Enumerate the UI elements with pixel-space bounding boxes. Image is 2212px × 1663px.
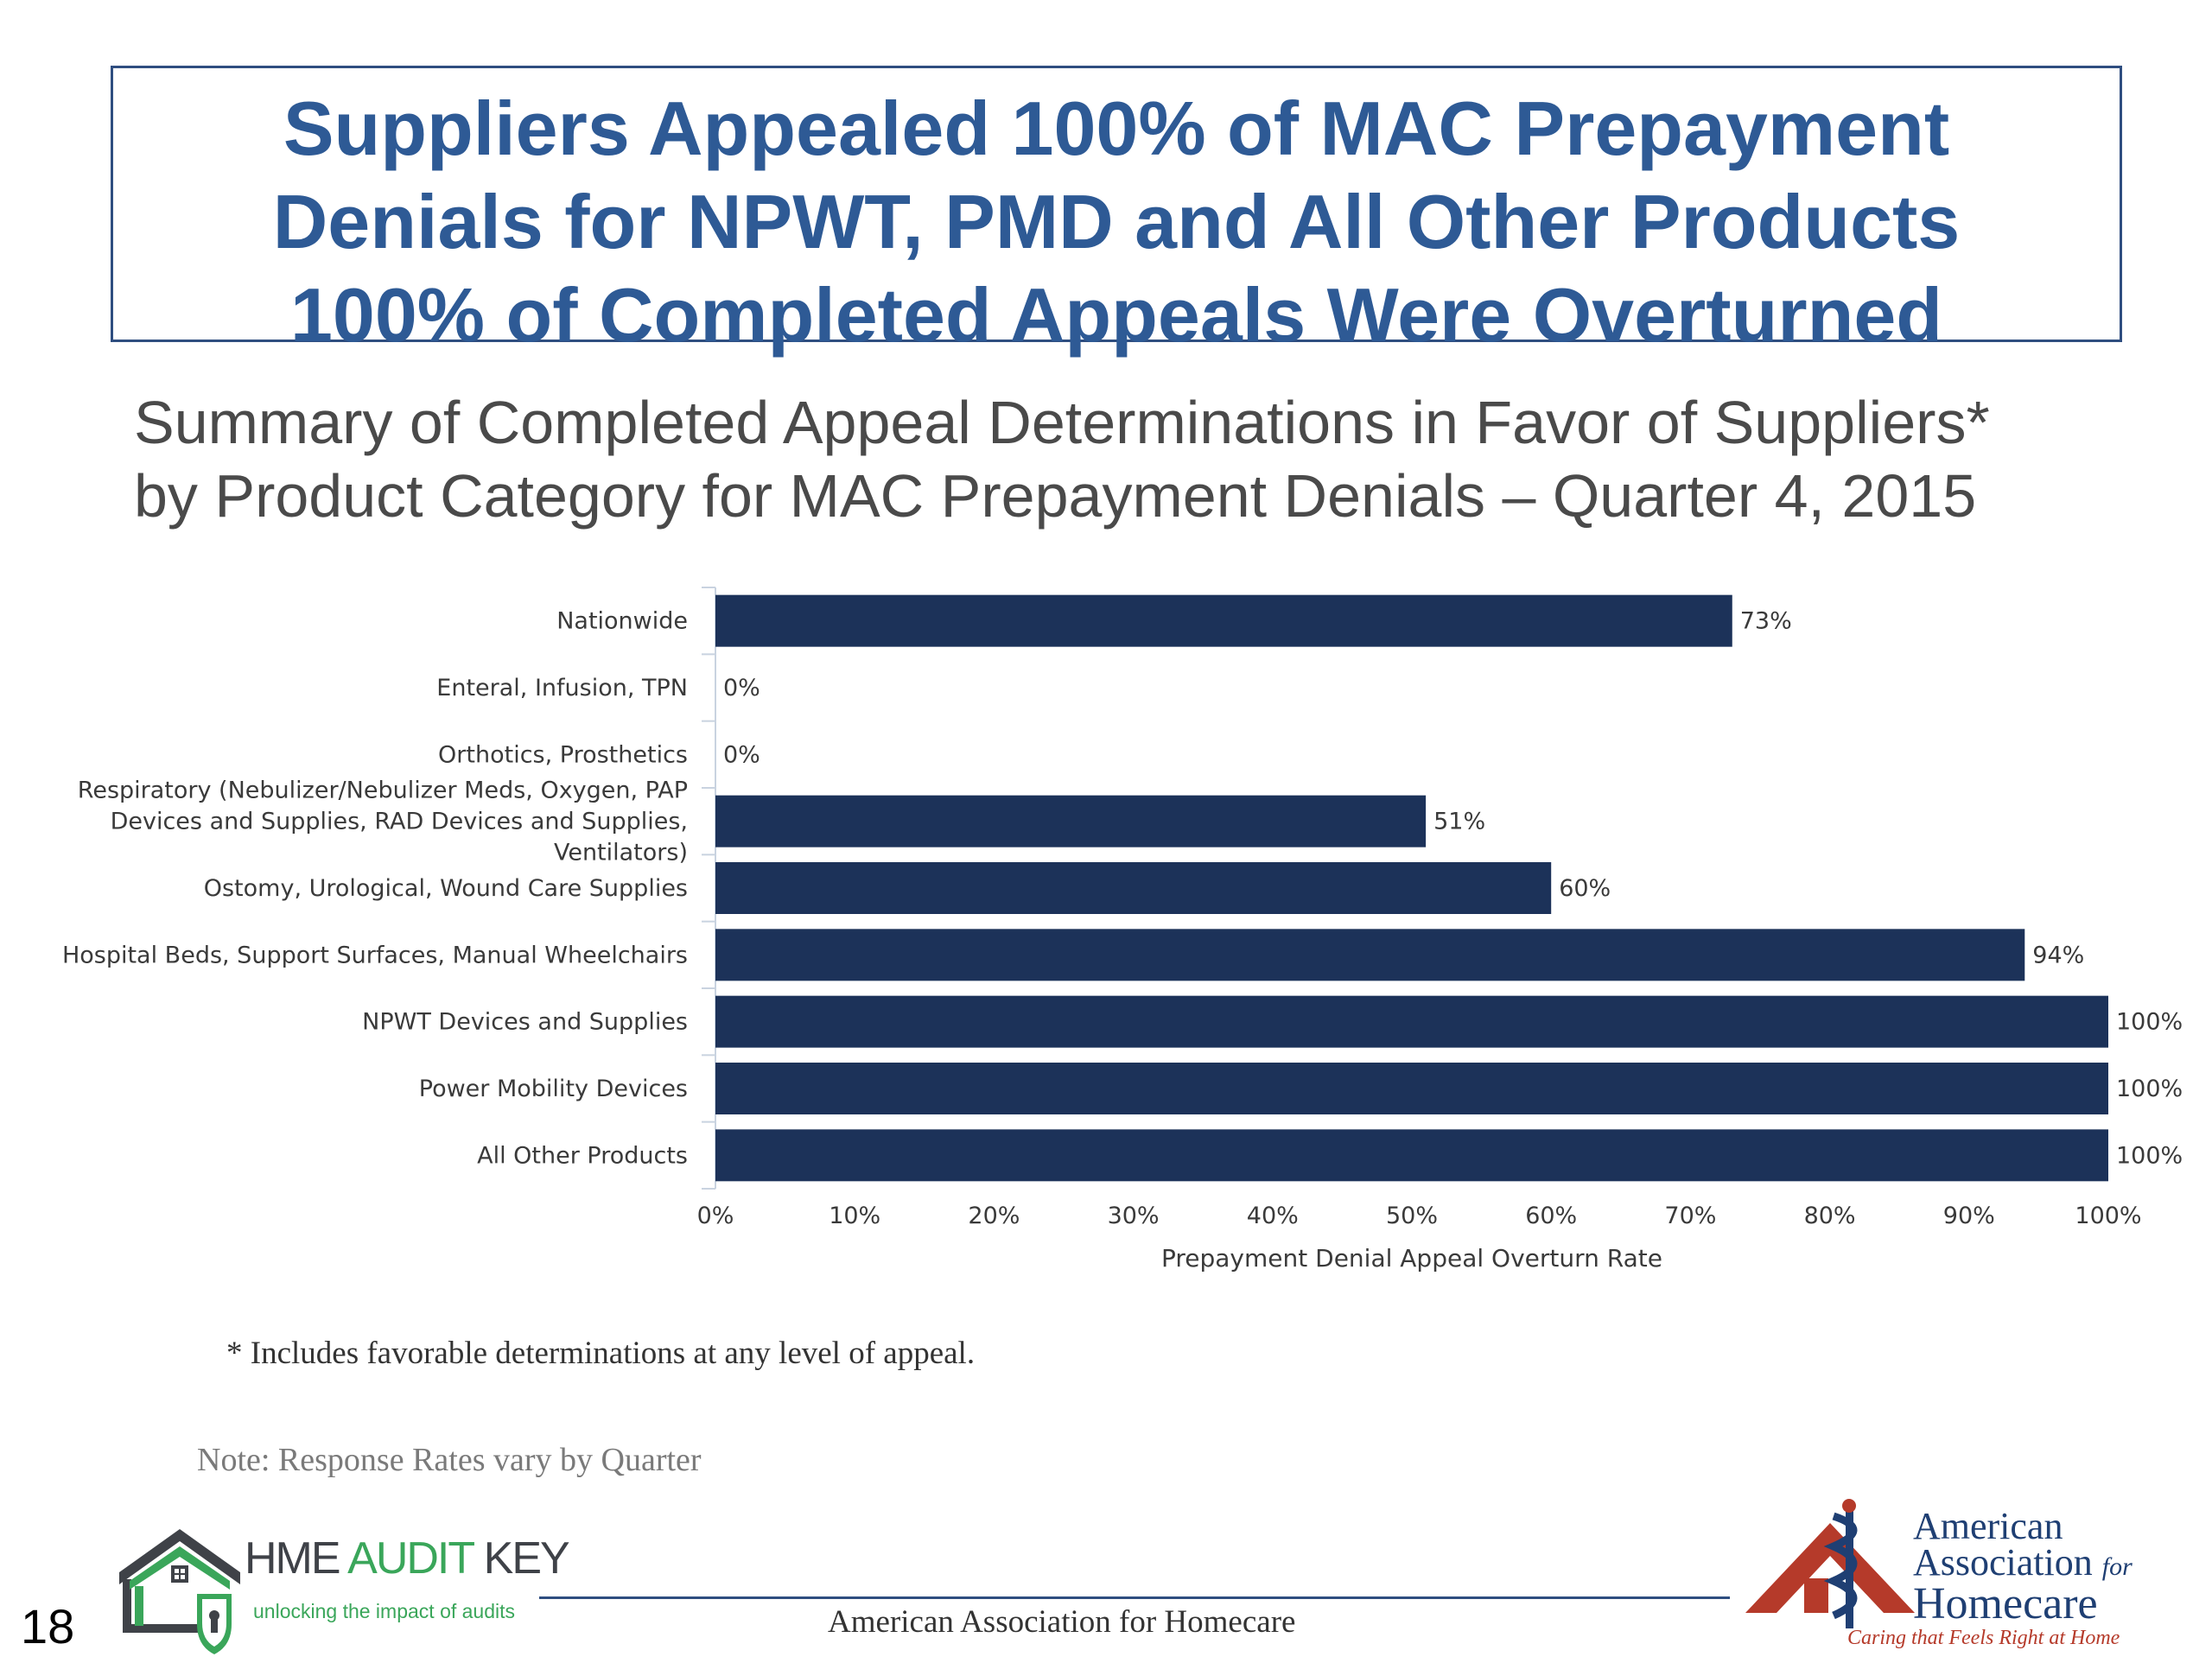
category-label: All Other Products	[477, 1142, 688, 1169]
bar-value-label: 51%	[1433, 809, 1485, 835]
x-tick-label: 0%	[697, 1203, 734, 1229]
category-label: Ostomy, Urological, Wound Care Supplies	[204, 875, 688, 902]
x-tick-label: 60%	[1525, 1203, 1577, 1229]
bar-value-label: 94%	[2032, 942, 2084, 968]
chart-subtitle-line-1: Summary of Completed Appeal Determinatio…	[134, 389, 1990, 456]
footer-organization: American Association for Homecare	[828, 1604, 1296, 1640]
bar	[715, 594, 1732, 647]
bar-chart: 73% Nationwide 0% Enteral, Infusion, TPN 0% O…	[62, 587, 2183, 1273]
aahc-logo-line-2: Association for	[1913, 1541, 2133, 1584]
bar-value-label: 0%	[723, 741, 760, 768]
x-tick-label: 10%	[829, 1203, 880, 1229]
category-label: Devices and Supplies, RAD Devices and Su…	[111, 809, 688, 835]
category-label: NPWT Devices and Supplies	[362, 1009, 688, 1036]
bar-value-label: 60%	[1559, 875, 1611, 902]
x-tick-label: 40%	[1247, 1203, 1299, 1229]
aahc-logo-line-3: Homecare	[1913, 1579, 2098, 1628]
category-label: Enteral, Infusion, TPN	[436, 675, 688, 701]
x-tick-label: 70%	[1664, 1203, 1716, 1229]
house-caduceus-icon	[1745, 1499, 1915, 1628]
hme-audit-key-logo: HME AUDIT KEY unlocking the impact of au…	[111, 1520, 570, 1659]
aahc-logo-line-1: American	[1913, 1505, 2063, 1547]
category-label: Power Mobility Devices	[419, 1076, 688, 1102]
x-tick-label: 50%	[1386, 1203, 1438, 1229]
footer-divider	[539, 1596, 1730, 1599]
category-label: Respiratory (Nebulizer/Nebulizer Meds, O…	[78, 778, 688, 804]
bar	[715, 795, 1427, 847]
bar-value-label: 100%	[2116, 1009, 2183, 1036]
category-label: Hospital Beds, Support Surfaces, Manual …	[62, 942, 688, 968]
category-label: Ventilators)	[554, 840, 688, 866]
aahc-logo-tagline: Caring that Feels Right at Home	[1847, 1627, 2120, 1649]
headline-line-3: 100% of Completed Appeals Were Overturne…	[289, 272, 1943, 358]
x-tick-label: 80%	[1804, 1203, 1856, 1229]
response-rate-note: Note: Response Rates vary by Quarter	[197, 1442, 702, 1478]
headline-line-2: Denials for NPWT, PMD and All Other Prod…	[272, 179, 1961, 264]
x-tick-label: 90%	[1943, 1203, 1995, 1229]
page-number: 18	[21, 1599, 75, 1653]
category-label: Nationwide	[556, 608, 688, 635]
x-axis-title: Prepayment Denial Appeal Overturn Rate	[1161, 1244, 1662, 1273]
bar	[715, 1063, 2108, 1114]
footnote: * Includes favorable determinations at a…	[226, 1336, 976, 1371]
bar-value-label: 100%	[2116, 1142, 2183, 1169]
headline-box: Suppliers Appealed 100% of MAC Prepaymen…	[111, 66, 2122, 358]
hme-logo-tagline: unlocking the impact of audits	[253, 1600, 516, 1622]
category-label: Orthotics, Prosthetics	[438, 741, 688, 768]
chart-subtitle-line-2: by Product Category for MAC Prepayment D…	[134, 462, 1977, 530]
hme-logo-title: HME AUDIT KEY	[245, 1533, 570, 1584]
aahc-logo: American Association for Homecare Caring…	[1744, 1499, 2150, 1654]
bar-value-label: 73%	[1740, 608, 1792, 635]
x-tick-label: 100%	[2075, 1203, 2141, 1229]
headline-line-1: Suppliers Appealed 100% of MAC Prepaymen…	[283, 86, 1950, 171]
bar-value-label: 100%	[2116, 1076, 2183, 1102]
bar	[715, 995, 2108, 1048]
x-tick-label: 20%	[968, 1203, 1020, 1229]
bar	[715, 862, 1552, 914]
bar-value-label: 0%	[723, 675, 760, 701]
house-key-icon	[119, 1529, 240, 1654]
x-tick-label: 30%	[1108, 1203, 1160, 1229]
bar	[715, 1129, 2108, 1182]
bar	[715, 929, 2025, 981]
